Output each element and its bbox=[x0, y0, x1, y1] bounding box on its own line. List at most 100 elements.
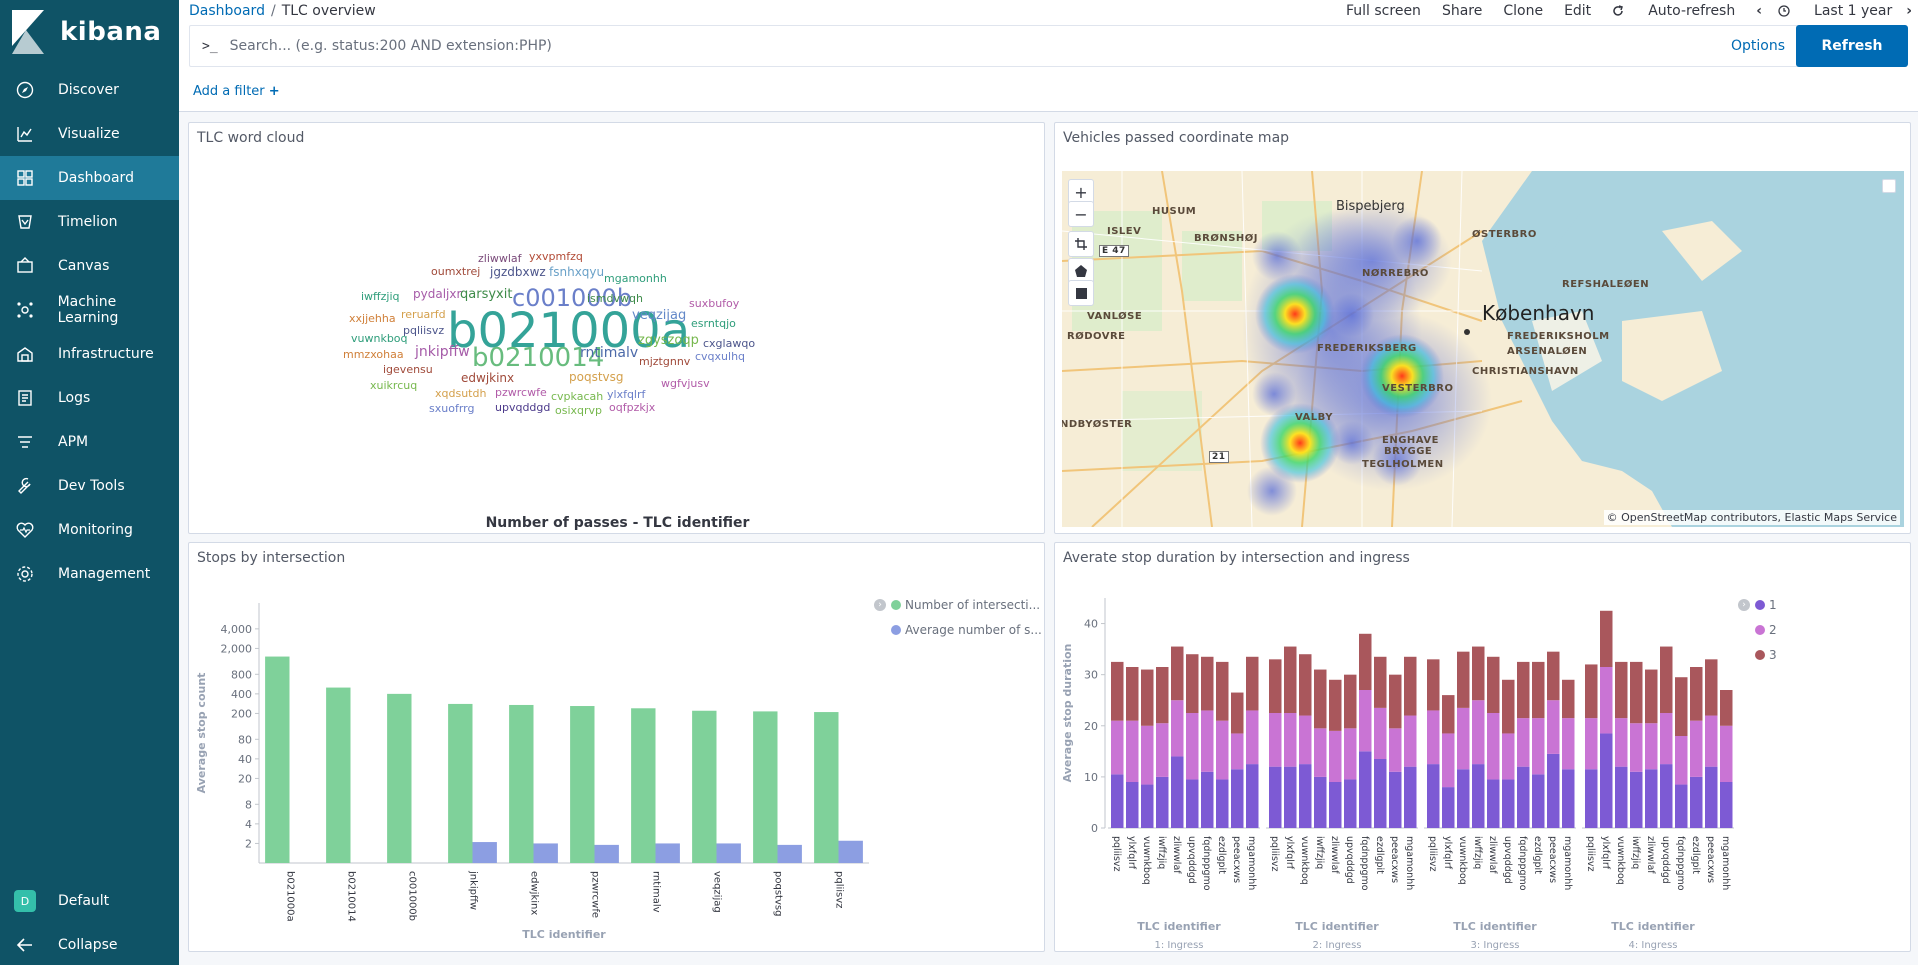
legend-label[interactable]: Number of intersecti... bbox=[905, 598, 1041, 612]
bar-segment bbox=[1532, 718, 1545, 775]
word-jgzdbxwz[interactable]: jgzdbxwz bbox=[490, 265, 546, 279]
refresh-button[interactable]: Refresh bbox=[1796, 25, 1908, 67]
time-next-icon[interactable]: › bbox=[1906, 3, 1912, 19]
legend-label[interactable]: 2 bbox=[1769, 623, 1777, 637]
map-legend-toggle[interactable] bbox=[1882, 179, 1896, 193]
word-vuwnkboq[interactable]: vuwnkboq bbox=[351, 332, 408, 345]
word-iwffzjiq[interactable]: iwffzjiq bbox=[361, 290, 400, 303]
word-jnkipffw[interactable]: jnkipffw bbox=[415, 344, 470, 360]
word-reruarfd[interactable]: reruarfd bbox=[401, 308, 446, 321]
word-esrntqjo[interactable]: esrntqjo bbox=[691, 317, 736, 330]
word-upvqddgd[interactable]: upvqddgd bbox=[495, 401, 551, 414]
word-poqstvsg[interactable]: poqstvsg bbox=[569, 370, 624, 384]
word-c001000b[interactable]: c001000b bbox=[512, 284, 633, 312]
word-zgyszoqp[interactable]: zgyszoqp bbox=[638, 333, 699, 348]
crop-icon[interactable] bbox=[1068, 231, 1094, 257]
word-pqliisvz[interactable]: pqliisvz bbox=[403, 324, 445, 337]
collapse-button[interactable]: Collapse bbox=[0, 923, 179, 965]
sidebar-item-dev-tools[interactable]: Dev Tools bbox=[0, 464, 179, 508]
sidebar-item-machine-learning[interactable]: Machine Learning bbox=[0, 288, 179, 332]
space-selector[interactable]: D Default bbox=[0, 879, 179, 923]
word-osixqrvp[interactable]: osixqrvp bbox=[555, 404, 603, 417]
kibana-logo[interactable]: kibana bbox=[8, 8, 161, 56]
x-tick-label: iwffzjiq bbox=[1472, 836, 1483, 869]
word-ismdvwqh[interactable]: ismdvwqh bbox=[587, 292, 643, 305]
zoom-out-button[interactable]: − bbox=[1068, 201, 1094, 227]
options-button[interactable]: Options bbox=[1730, 38, 1785, 54]
word-mjztgnnv[interactable]: mjztgnnv bbox=[639, 355, 691, 368]
time-prev-icon[interactable]: ‹ bbox=[1756, 3, 1763, 19]
legend-label[interactable]: 3 bbox=[1769, 648, 1777, 662]
clone-button[interactable]: Clone bbox=[1503, 3, 1544, 19]
coordinate-map[interactable]: Bispebjerg HUSUM ISLEV BRØNSHØJ NØRREBRO ØSTE… bbox=[1062, 171, 1904, 527]
word-xxjjehha[interactable]: xxjjehha bbox=[349, 312, 396, 325]
legend-item[interactable]: 2 bbox=[1755, 623, 1777, 637]
rectangle-draw-icon[interactable] bbox=[1068, 280, 1094, 306]
panel-title: TLC word cloud bbox=[197, 130, 305, 146]
legend-item[interactable]: 3 bbox=[1755, 648, 1777, 662]
add-filter-button[interactable]: Add a filter + bbox=[193, 84, 280, 99]
edit-button[interactable]: Edit bbox=[1564, 3, 1592, 19]
legend-label[interactable]: 1 bbox=[1769, 598, 1777, 612]
sidebar-item-infrastructure[interactable]: Infrastructure bbox=[0, 332, 179, 376]
sidebar-item-canvas[interactable]: Canvas bbox=[0, 244, 179, 288]
word-yxvpmfzq[interactable]: yxvpmfzq bbox=[529, 250, 583, 263]
map-place-label: TEGLHOLMEN bbox=[1362, 459, 1444, 470]
x-tick-label: mgamonhh bbox=[1246, 836, 1257, 890]
word-edwjkinx[interactable]: edwjkinx bbox=[461, 371, 515, 385]
sidebar-item-dashboard[interactable]: Dashboard bbox=[0, 156, 179, 200]
word-rntimalv[interactable]: rntimalv bbox=[580, 345, 639, 361]
word-pydaljxr[interactable]: pydaljxr bbox=[413, 287, 462, 301]
query-language-icon[interactable]: >_ bbox=[202, 38, 218, 54]
map-place-label: FREDERIKSBERG bbox=[1317, 343, 1417, 354]
word-mmzxohaa[interactable]: mmzxohaa bbox=[343, 348, 404, 361]
sidebar-item-visualize[interactable]: Visualize bbox=[0, 112, 179, 156]
word-fsnhxqyu[interactable]: fsnhxqyu bbox=[549, 265, 605, 279]
bar-segment bbox=[1427, 659, 1440, 711]
sidebar-item-monitoring[interactable]: Monitoring bbox=[0, 508, 179, 552]
word-b021000a[interactable]: b021000a bbox=[447, 303, 691, 359]
breadcrumb-dashboard[interactable]: Dashboard bbox=[189, 3, 265, 19]
word-ylxfqlrf[interactable]: ylxfqlrf bbox=[607, 388, 646, 401]
word-cvpkacah[interactable]: cvpkacah bbox=[551, 390, 604, 403]
word-b0210014[interactable]: b0210014 bbox=[472, 343, 605, 373]
share-button[interactable]: Share bbox=[1441, 3, 1483, 19]
legend-toggle[interactable]: › Number of intersecti... bbox=[874, 598, 1040, 612]
map-place-label: RØDOVRE bbox=[1067, 331, 1126, 342]
legend-label[interactable]: Average number of s... bbox=[905, 623, 1042, 637]
word-wgfvjusv[interactable]: wgfvjusv bbox=[661, 377, 710, 390]
word-suxbufoy[interactable]: suxbufoy bbox=[689, 297, 740, 310]
word-igevensu[interactable]: igevensu bbox=[383, 363, 433, 376]
word-pzwrcwfe[interactable]: pzwrcwfe bbox=[495, 386, 547, 399]
legend-toggle[interactable]: › 1 bbox=[1738, 598, 1777, 612]
word-veqzijag[interactable]: veqzijag bbox=[632, 308, 687, 323]
time-picker[interactable]: Last 1 year bbox=[1778, 3, 1892, 19]
bar-segment bbox=[1314, 728, 1327, 777]
sidebar-item-management[interactable]: Management bbox=[0, 552, 179, 596]
word-mgamonhh[interactable]: mgamonhh bbox=[604, 272, 667, 285]
word-zliwwlaf[interactable]: zliwwlaf bbox=[478, 252, 522, 265]
sidebar-item-timelion[interactable]: Timelion bbox=[0, 200, 179, 244]
word-cvqxulhq[interactable]: cvqxulhq bbox=[695, 350, 746, 363]
map-place-label: København bbox=[1482, 301, 1595, 325]
space-avatar: D bbox=[14, 890, 36, 912]
word-sxuofrrg[interactable]: sxuofrrg bbox=[429, 402, 475, 415]
word-oqfpzkjx[interactable]: oqfpzkjx bbox=[609, 401, 656, 414]
sidebar-item-logs[interactable]: Logs bbox=[0, 376, 179, 420]
word-oumxtrej[interactable]: oumxtrej bbox=[431, 265, 481, 278]
legend-item[interactable]: Average number of s... bbox=[891, 623, 1042, 637]
word-qarsyxit[interactable]: qarsyxit bbox=[460, 287, 513, 302]
word-xuikrcuq[interactable]: xuikrcuq bbox=[370, 379, 418, 392]
search-input[interactable] bbox=[229, 38, 1731, 54]
auto-refresh-button[interactable]: Auto-refresh bbox=[1612, 3, 1735, 19]
sidebar-item-apm[interactable]: APM bbox=[0, 420, 179, 464]
word-cxglawqo[interactable]: cxglawqo bbox=[703, 337, 756, 350]
x-tick-label: vuwnkboq bbox=[1141, 836, 1152, 885]
word-xqdsutdh[interactable]: xqdsutdh bbox=[435, 387, 487, 400]
sidebar-item-discover[interactable]: Discover bbox=[0, 68, 179, 112]
full-screen-button[interactable]: Full screen bbox=[1346, 3, 1421, 19]
bar-segment bbox=[1314, 669, 1327, 729]
map-place-label: ENGHAVE bbox=[1382, 435, 1439, 446]
x-tick-label: upvqddgd bbox=[1502, 836, 1513, 884]
bar-segment bbox=[1660, 764, 1673, 828]
